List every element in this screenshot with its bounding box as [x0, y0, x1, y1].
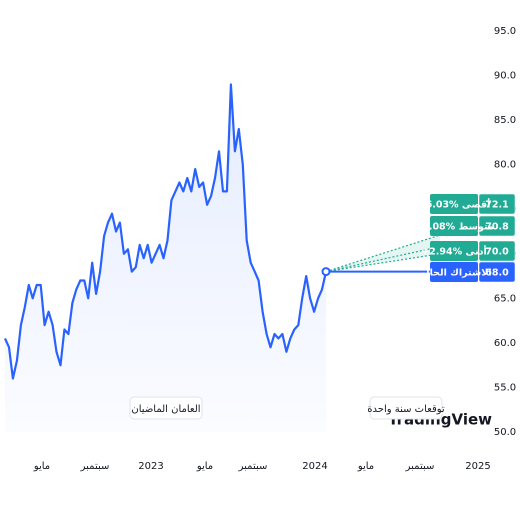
label-box [430, 216, 478, 236]
forecast-name: +4.08% متوسط [414, 222, 494, 233]
y-tick-label: 85.0 [494, 115, 516, 126]
x-tick-label: مايو [196, 461, 213, 472]
price-line [3, 83, 328, 380]
y-tick-label: 50.0 [494, 427, 516, 438]
label-box [430, 262, 478, 282]
value-box [478, 261, 516, 283]
annotation-box [369, 396, 443, 420]
area [5, 84, 326, 432]
forecast-value: 70.0 [485, 247, 509, 258]
last-point [321, 267, 331, 277]
forecast-name: +2.94% أدنى [421, 245, 487, 258]
label-box [430, 241, 478, 261]
y-tick-label: 65.0 [494, 293, 516, 304]
y-tick-label: 95.0 [494, 26, 516, 37]
annotation-box [129, 396, 203, 420]
x-tick-label: مايو [33, 461, 50, 472]
forecast-value: 68.0 [485, 268, 509, 279]
forecast-line [325, 246, 441, 273]
annotation-text: العامان الماضيان [131, 404, 200, 415]
annotation: العامان الماضيان [129, 396, 203, 420]
forecast-name: الاشتراك الحالي [416, 268, 491, 279]
x-tick-label: سبتمبر [80, 461, 110, 472]
y-tick-label: 80.0 [494, 160, 516, 171]
y-tick-label: 55.0 [494, 382, 516, 393]
forecast-value: 70.8 [485, 222, 509, 233]
forecast-line [325, 253, 441, 273]
x-tick-label: 2023 [138, 461, 163, 472]
value-box [478, 240, 516, 262]
x-tick-label: سبتمبر [405, 461, 435, 472]
y-tick-label: 60.0 [494, 338, 516, 349]
value-box [478, 215, 516, 237]
x-tick-label: سبتمبر [238, 461, 268, 472]
x-tick-label: 2024 [302, 461, 327, 472]
label-box [430, 194, 478, 214]
x-tick-label: 2025 [465, 461, 490, 472]
value-box [478, 193, 516, 215]
forecast-name: +6.03% أقصى [418, 198, 491, 211]
annotation-text: توقعات سنة واحدة [367, 404, 445, 415]
forecast-value: 72.1 [485, 200, 508, 211]
x-tick-label: مايو [357, 461, 374, 472]
y-tick-label: 90.0 [494, 71, 516, 82]
annotation: توقعات سنة واحدة [367, 396, 445, 420]
